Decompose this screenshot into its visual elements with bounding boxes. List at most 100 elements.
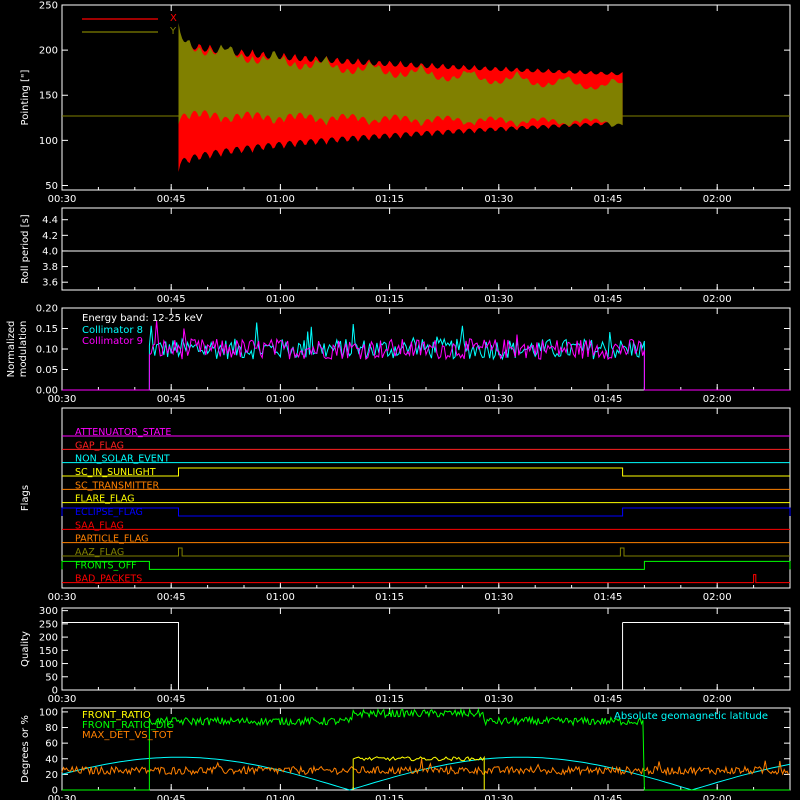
y-axis-label: Roll period [s] — [20, 214, 31, 283]
x-tick-label: 01:00 — [266, 394, 295, 405]
y-axis-label: Flags — [20, 485, 31, 511]
flag-label: FLARE_FLAG — [75, 494, 135, 505]
legend-label: Collimator 9 — [82, 336, 143, 347]
x-tick-label: 01:45 — [594, 592, 623, 603]
x-tick-label: 01:15 — [375, 194, 404, 205]
y-tick-label: 0.15 — [36, 324, 58, 335]
flag-label: ATTENUATOR_STATE — [75, 427, 171, 438]
legend-label: Collimator 8 — [82, 325, 143, 336]
flag-line — [62, 467, 790, 477]
y-axis-label: Quality — [20, 631, 31, 667]
x-tick-label: 02:00 — [703, 394, 732, 405]
flag-label: PARTICLE_FLAG — [75, 534, 148, 545]
x-tick-label: 01:45 — [594, 694, 623, 705]
panel-frame — [61, 607, 791, 691]
x-tick-label: 01:00 — [266, 194, 295, 205]
legend-label: Y — [169, 26, 177, 37]
y-tick-label: 150 — [39, 91, 58, 102]
x-tick-label: 01:00 — [266, 592, 295, 603]
y-tick-label: 4.2 — [42, 231, 58, 242]
series-collimator-9 — [62, 320, 790, 391]
y-axis-label: Pointing ["] — [20, 69, 31, 125]
legend-label: Absolute geomagnetic latitude — [614, 711, 768, 722]
x-tick-label: 02:00 — [703, 694, 732, 705]
series-front-ratio-dig — [62, 707, 790, 791]
y-tick-label: 250 — [39, 619, 58, 630]
y-tick-label: 60 — [45, 739, 58, 750]
y-tick-label: 20 — [45, 770, 58, 781]
x-tick-label: 01:30 — [484, 294, 513, 305]
x-tick-label: 00:45 — [157, 294, 186, 305]
y-tick-label: 300 — [39, 606, 58, 617]
y-axis-label: Normalizedmodulation — [6, 321, 29, 378]
x-tick-label: 01:45 — [594, 794, 623, 800]
legend-label: FRONT_RATIO — [82, 710, 151, 721]
x-tick-label: 01:00 — [266, 794, 295, 800]
panel-frame — [61, 207, 791, 291]
x-tick-label: 01:30 — [484, 794, 513, 800]
y-tick-label: 3.8 — [42, 262, 58, 273]
y-axis-label: Degrees or % — [20, 715, 31, 783]
y-tick-label: 0.20 — [36, 304, 58, 315]
flag-label: BAD_PACKETS — [75, 574, 142, 585]
energy-band-annotation: Energy band: 12-25 keV — [82, 313, 203, 324]
y-tick-label: 0.00 — [36, 386, 58, 397]
x-tick-label: 01:15 — [375, 592, 404, 603]
x-tick-label: 01:45 — [594, 394, 623, 405]
series-Y-band — [178, 23, 623, 128]
x-tick-label: 00:30 — [48, 592, 77, 603]
y-tick-label: 250 — [39, 1, 58, 12]
flag-label: NON_SOLAR_EVENT — [75, 454, 170, 465]
x-tick-label: 00:45 — [157, 694, 186, 705]
x-tick-label: 00:45 — [157, 194, 186, 205]
flag-label: AAZ_FLAG — [75, 547, 124, 558]
x-tick-label: 01:30 — [484, 394, 513, 405]
y-tick-label: 150 — [39, 646, 58, 657]
flag-label: FRONTS_OFF — [75, 560, 137, 571]
y-tick-label: 0 — [52, 786, 58, 797]
y-tick-label: 100 — [39, 136, 58, 147]
x-tick-label: 01:30 — [484, 694, 513, 705]
x-tick-label: 01:15 — [375, 394, 404, 405]
y-tick-label: 0 — [52, 686, 58, 697]
x-tick-label: 01:00 — [266, 294, 295, 305]
x-tick-label: 00:45 — [157, 592, 186, 603]
x-tick-label: 00:30 — [48, 394, 77, 405]
y-tick-label: 40 — [45, 754, 58, 765]
y-tick-label: 4.4 — [42, 215, 58, 226]
flag-line — [61, 560, 791, 570]
x-tick-label: 01:30 — [484, 592, 513, 603]
flag-line — [62, 547, 790, 557]
x-tick-label: 00:45 — [157, 394, 186, 405]
x-tick-label: 00:30 — [48, 794, 77, 800]
x-tick-label: 02:00 — [703, 592, 732, 603]
flag-line — [62, 574, 790, 584]
y-tick-label: 100 — [39, 659, 58, 670]
flag-label: GAP_FLAG — [75, 440, 124, 451]
y-tick-label: 50 — [45, 181, 58, 192]
series-front-ratio — [352, 755, 485, 791]
x-tick-label: 01:15 — [375, 794, 404, 800]
y-tick-label: 0.10 — [36, 345, 58, 356]
x-tick-label: 00:30 — [48, 694, 77, 705]
quality-line — [62, 622, 791, 691]
series-collimator-8 — [62, 322, 790, 391]
y-tick-label: 0.05 — [36, 365, 58, 376]
y-tick-label: 50 — [45, 672, 58, 683]
flag-label: SAA_FLAG — [75, 520, 124, 531]
legend-label: MAX_DET_VS_TOT — [82, 730, 174, 741]
x-tick-label: 01:30 — [484, 194, 513, 205]
flag-label: ECLIPSE_FLAG — [75, 507, 143, 518]
y-tick-label: 200 — [39, 46, 58, 57]
y-tick-label: 100 — [39, 707, 58, 718]
flag-line — [61, 507, 791, 517]
series-max-det — [61, 758, 789, 777]
x-tick-label: 02:00 — [703, 194, 732, 205]
x-tick-label: 02:00 — [703, 794, 732, 800]
legend-label: FRONT_RATIO_DIG — [82, 720, 174, 731]
x-tick-label: 01:15 — [375, 294, 404, 305]
x-tick-label: 01:00 — [266, 694, 295, 705]
legend-label: X — [170, 13, 177, 24]
flag-label: SC_IN_SUNLIGHT — [75, 467, 156, 478]
